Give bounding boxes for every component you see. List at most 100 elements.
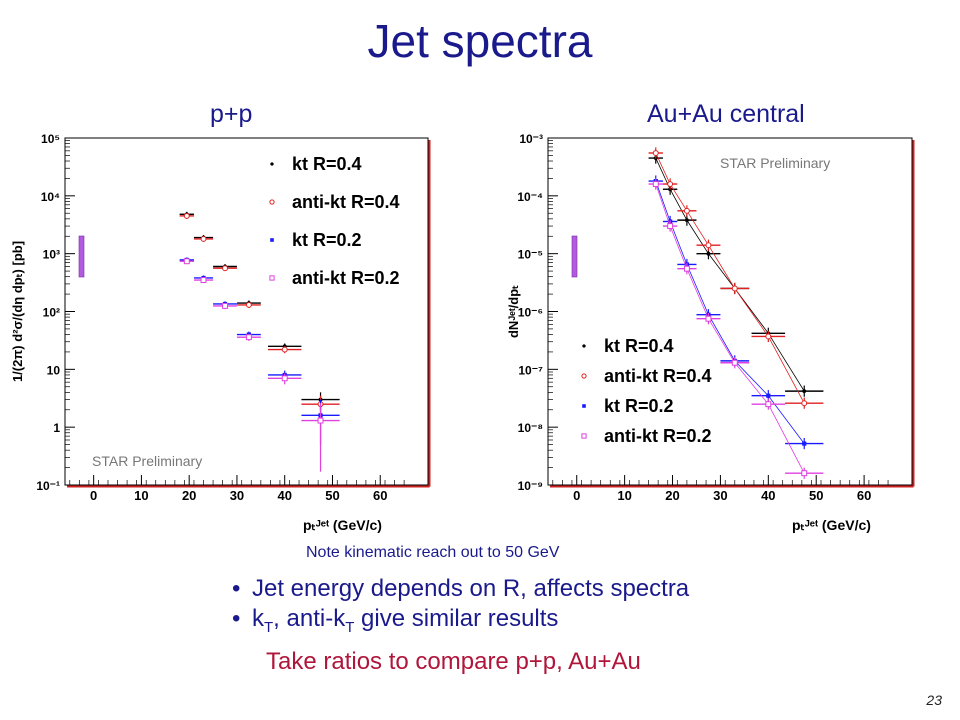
data-point [801,470,808,477]
x-tick-label: 0 [573,488,580,503]
y-tick-label: 1 [53,421,60,435]
systematic-band [78,235,85,278]
legend-marker [270,162,274,166]
x-axis-label: pₜᴶᵉᵗ (GeV/c) [303,517,382,533]
x-tick-label: 60 [857,488,871,503]
y-tick-label: 10⁻⁴ [517,190,543,204]
x-axis-label: pₜᴶᵉᵗ (GeV/c) [792,517,871,533]
data-point [801,400,808,407]
legend-entry: kt R=0.4 [292,154,362,174]
legend-entry: kt R=0.2 [292,230,362,250]
data-point [200,235,207,242]
data-point [667,181,674,187]
data-point [802,389,807,394]
data-point [281,346,288,353]
bullet-item: kT, anti-kT give similar results [230,604,689,643]
x-tick-label: 40 [277,488,291,503]
data-point [652,181,659,187]
x-tick-label: 20 [182,488,196,503]
data-point [245,334,252,341]
bullet-list: Jet energy depends on R, affects spectra… [230,574,689,643]
x-tick-label: 50 [325,488,339,503]
data-point [652,150,659,156]
ratio-note: Take ratios to compare p+p, Au+Au [266,648,641,675]
data-point [765,333,772,340]
legend-marker [581,433,587,439]
y-axis-label: 1/(2π) d²σ/(dη dpₜ) [pb] [10,241,25,382]
legend-entry: kt R=0.4 [604,336,674,356]
data-point [245,301,252,308]
x-tick-label: 0 [90,488,97,503]
star-preliminary-watermark: STAR Preliminary [720,155,830,171]
plot-frame [547,137,913,486]
legend-marker [581,373,587,379]
data-point [731,285,738,292]
data-point [684,218,689,223]
legend-marker [582,404,586,408]
legend-entry: anti-kt R=0.4 [604,366,712,386]
pp-spectrum-chart: 0 10 20 30 40 50 60 10⁻¹ 1 10 10² 10³ 10⁴ 10⁵ pₜᴶᵉᵗ (G… [10,132,431,533]
y-tick-label: 10⁻⁹ [518,479,543,493]
data-point [705,242,712,249]
data-point [731,359,738,366]
x-tick-label: 20 [665,488,679,503]
data-point [281,375,288,382]
systematic-band [571,235,578,278]
data-point [706,251,711,256]
data-point [667,223,674,230]
bullet-text: k [252,605,264,632]
y-axis-label: dNᴶᵉᵗ/dpₜ [506,285,521,338]
data-point [183,212,190,219]
legend-marker [582,344,586,348]
legend-marker [270,238,274,242]
bullet-item: Jet energy depends on R, affects spectra [230,574,689,604]
x-tick-label: 60 [373,488,387,503]
pp-panel-title: p+p [210,100,253,128]
slide-title: Jet spectra [367,15,593,67]
legend-marker [269,199,275,205]
y-tick-label: 10⁵ [41,132,60,146]
y-tick-label: 10⁴ [41,190,60,204]
star-preliminary-watermark: STAR Preliminary [92,453,202,469]
auau-spectrum-chart: 0 10 20 30 40 50 60 10⁻⁹ 10⁻⁸ 10⁻⁷ 10⁻⁶ 10⁻⁵ 10⁻⁴ 10⁻… [506,132,915,533]
kinematic-reach-note: Note kinematic reach out to 50 GeV [306,544,560,561]
page-number: 23 [926,692,942,708]
x-tick-label: 10 [134,488,148,503]
y-tick-label: 10⁻¹ [36,479,60,493]
bullet-subscript: T [345,618,355,636]
legend-entry: anti-kt R=0.4 [292,192,400,212]
legend-marker [269,275,275,281]
x-tick-label: 30 [713,488,727,503]
data-point [317,417,324,424]
plot-frame [64,137,429,486]
bullet-subscript: T [264,618,274,636]
x-tick-label: 50 [809,488,823,503]
y-tick-label: 10⁻⁷ [518,363,543,377]
y-tick-label: 10⁻⁶ [518,306,543,320]
data-point [222,265,228,272]
data-point [222,302,228,309]
y-tick-label: 10⁻⁸ [518,421,543,435]
legend-entry: anti-kt R=0.2 [604,426,712,446]
legend-entry: anti-kt R=0.2 [292,268,400,288]
y-tick-label: 10 [47,363,61,377]
x-tick-label: 30 [230,488,244,503]
data-point [683,207,690,214]
data-point [766,393,771,398]
bullet-text: , anti-k [273,605,346,632]
x-tick-label: 10 [617,488,631,503]
data-point [183,258,190,265]
y-tick-label: 10³ [43,248,60,262]
bullet-text: Jet energy depends on R, affects spectra [252,575,690,602]
data-point [705,315,712,322]
y-tick-label: 10² [43,306,60,320]
legend-entry: kt R=0.2 [604,396,674,416]
data-point [200,277,207,283]
data-point [683,265,690,272]
y-tick-label: 10⁻⁵ [518,248,543,262]
y-tick-label: 10⁻³ [519,132,543,146]
x-tick-label: 40 [761,488,775,503]
auau-panel-title: Au+Au central [647,100,805,128]
data-point [802,441,807,446]
data-point [765,401,772,408]
